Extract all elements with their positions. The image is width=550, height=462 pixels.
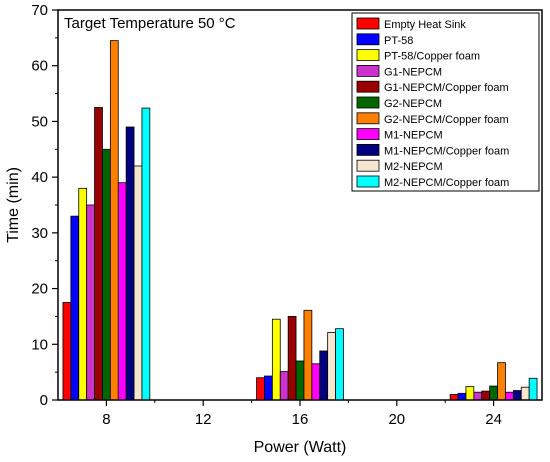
bar-g1-nepcm-24w	[473, 391, 483, 401]
legend-box	[351, 12, 540, 192]
bar-g1-nepcm-copper-foam-24w	[481, 390, 491, 401]
x-tick-label: 8	[102, 411, 110, 428]
x-tick-label: 16	[292, 411, 309, 428]
y-tick-label: 40	[31, 169, 48, 186]
legend-swatch	[356, 80, 380, 93]
legend-swatch	[356, 143, 380, 156]
ticks-layer: 8 12 16 20 24 0 10 20 30 40 50 60 70	[31, 2, 502, 428]
bar-empty-heat-sink-24w	[449, 394, 459, 401]
y-tick-label: 50	[31, 113, 48, 130]
bar-m1-nepcm-24w	[505, 391, 514, 401]
y-axis-title: Time (min)	[5, 167, 22, 243]
bar-pt-58-8w	[70, 215, 80, 401]
bar-g1-nepcm-copper-foam-16w	[287, 316, 297, 401]
bar-m2-nepcm-copper-foam-16w	[335, 328, 344, 401]
legend-swatch	[356, 159, 380, 172]
y-tick-label: 30	[31, 225, 48, 242]
x-axis-title: Power (Watt)	[254, 439, 347, 456]
bar-g1-nepcm-8w	[86, 204, 95, 401]
bar-m1-nepcm-copper-foam-8w	[125, 126, 135, 401]
legend-swatch	[356, 17, 380, 30]
y-tick-label: 20	[31, 281, 48, 298]
y-tick-label: 10	[31, 336, 48, 353]
legend-label: PT-58	[384, 35, 413, 47]
bar-g2-nepcm-copper-foam-8w	[109, 40, 119, 401]
bar-m1-nepcm-copper-foam-24w	[512, 390, 522, 401]
chart-title: Target Temperature 50 °C	[64, 15, 236, 32]
y-tick-label: 60	[31, 58, 48, 75]
bar-pt-58-copper-foam-8w	[78, 187, 88, 401]
plot-frame	[57, 9, 543, 401]
legend-swatch	[356, 65, 380, 77]
bar-g1-nepcm-16w	[279, 371, 289, 401]
bar-m2-nepcm-copper-foam-24w	[528, 377, 538, 401]
bar-empty-heat-sink-8w	[62, 302, 72, 401]
bar-pt-58-24w	[457, 392, 467, 401]
legend-label: G1-NEPCM	[384, 66, 442, 78]
x-tick-label: 20	[388, 411, 405, 428]
bar-g2-nepcm-8w	[102, 148, 111, 401]
legend-label: M1-NEPCM	[384, 130, 443, 142]
bar-m2-nepcm-copper-foam-8w	[141, 107, 151, 401]
legend-swatch	[356, 128, 380, 141]
bar-g1-nepcm-copper-foam-8w	[94, 107, 103, 401]
x-tick-label: 12	[195, 411, 212, 428]
legend-label: M1-NEPCM/Copper foam	[384, 145, 509, 157]
legend-swatch	[356, 49, 380, 61]
x-tick-label: 24	[485, 411, 502, 428]
bar-g2-nepcm-copper-foam-24w	[497, 362, 506, 401]
bar-pt-58-16w	[264, 375, 273, 401]
bar-m2-nepcm-8w	[133, 165, 143, 401]
bar-g2-nepcm-16w	[295, 360, 305, 401]
bar-m2-nepcm-24w	[520, 386, 530, 401]
bar-g2-nepcm-copper-foam-16w	[303, 309, 313, 401]
legend-label: Empty Heat Sink	[384, 19, 466, 31]
legend: Empty Heat Sink PT-58 PT-58/Copper foam G1-…	[351, 12, 540, 192]
bar-pt-58-copper-foam-16w	[271, 318, 281, 401]
y-tick-label: 70	[31, 2, 48, 19]
bar-empty-heat-sink-16w	[256, 377, 265, 401]
bar-m1-nepcm-16w	[311, 363, 321, 401]
legend-label: G1-NEPCM/Copper foam	[384, 82, 509, 94]
legend-label: G2-NEPCM	[384, 98, 442, 110]
legend-swatch	[356, 33, 380, 46]
bar-m2-nepcm-16w	[327, 332, 336, 401]
legend-label: PT-58/Copper foam	[384, 51, 480, 63]
legend-swatch	[356, 175, 380, 188]
legend-label: G2-NEPCM/Copper foam	[384, 114, 509, 126]
bar-pt-58-copper-foam-24w	[465, 386, 475, 401]
bar-m1-nepcm-8w	[117, 182, 127, 401]
bar-g2-nepcm-24w	[489, 385, 498, 401]
legend-swatch	[356, 112, 380, 125]
legend-swatch	[356, 96, 380, 109]
bar-m1-nepcm-copper-foam-16w	[319, 350, 329, 401]
legend-label: M2-NEPCM	[384, 161, 443, 173]
legend-label: M2-NEPCM/Copper foam	[384, 177, 509, 189]
y-tick-label: 0	[40, 392, 48, 409]
